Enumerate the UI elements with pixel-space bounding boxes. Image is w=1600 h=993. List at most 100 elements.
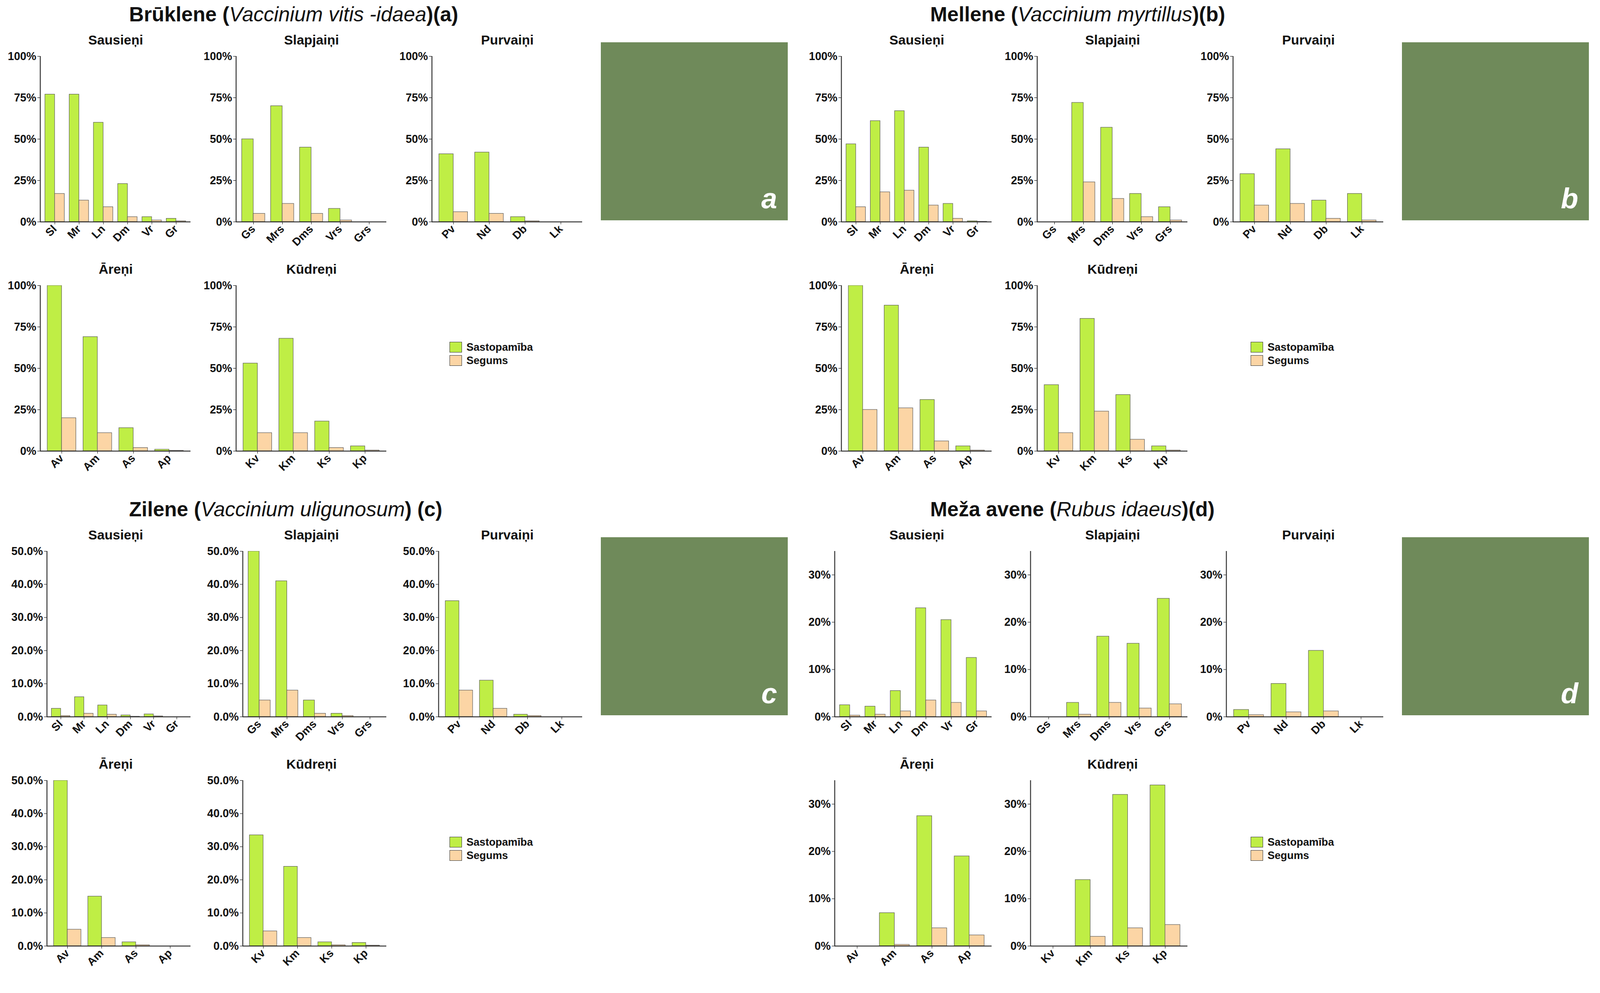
svg-text:0%: 0% [411, 215, 428, 228]
svg-text:40.0%: 40.0% [207, 806, 239, 820]
svg-text:50%: 50% [814, 132, 838, 146]
svg-text:Mr: Mr [64, 222, 84, 242]
svg-text:10.0%: 10.0% [207, 676, 239, 690]
svg-text:30%: 30% [1004, 568, 1027, 581]
svg-text:Mrs: Mrs [1064, 222, 1088, 246]
svg-text:20.0%: 20.0% [207, 644, 239, 657]
svg-text:0%: 0% [20, 444, 37, 458]
svg-text:Mrs: Mrs [263, 222, 287, 246]
svg-text:30.0%: 30.0% [403, 610, 435, 624]
svg-text:25%: 25% [13, 174, 37, 187]
svg-text:0%: 0% [1016, 215, 1033, 228]
svg-text:Db: Db [1308, 717, 1328, 737]
svg-text:50%: 50% [1206, 132, 1229, 146]
svg-text:50%: 50% [209, 361, 232, 375]
svg-text:10%: 10% [1004, 662, 1027, 676]
svg-text:0%: 0% [20, 215, 37, 228]
svg-text:Nd: Nd [1275, 222, 1295, 242]
svg-text:Vrs: Vrs [325, 717, 347, 739]
svg-text:100%: 100% [8, 279, 37, 292]
svg-text:Gr: Gr [162, 222, 181, 241]
svg-text:Db: Db [510, 222, 530, 242]
svg-text:10%: 10% [1004, 891, 1027, 905]
svg-text:Sl: Sl [837, 717, 855, 734]
svg-text:100%: 100% [8, 49, 37, 63]
svg-text:20%: 20% [808, 615, 831, 628]
svg-text:Mrs: Mrs [1060, 717, 1083, 741]
svg-text:0.0%: 0.0% [17, 939, 44, 952]
svg-text:Grs: Grs [351, 717, 374, 740]
svg-text:0.0%: 0.0% [213, 710, 239, 723]
svg-text:Dm: Dm [911, 222, 933, 244]
svg-text:Mrs: Mrs [268, 717, 292, 741]
svg-text:Km: Km [1077, 451, 1099, 474]
svg-text:As: As [917, 946, 936, 966]
svg-text:50.0%: 50.0% [207, 773, 239, 787]
svg-text:Pv: Pv [444, 717, 463, 736]
svg-text:0%: 0% [1016, 444, 1033, 458]
svg-text:75%: 75% [13, 320, 37, 333]
svg-text:40.0%: 40.0% [207, 577, 239, 591]
svg-text:Mr: Mr [860, 717, 880, 737]
svg-text:75%: 75% [209, 91, 232, 104]
svg-text:30%: 30% [808, 797, 831, 811]
svg-text:0%: 0% [1010, 939, 1027, 952]
svg-text:Dm: Dm [908, 717, 930, 739]
svg-text:75%: 75% [1010, 91, 1033, 104]
svg-text:100%: 100% [1004, 49, 1034, 63]
svg-text:20%: 20% [1004, 844, 1027, 858]
svg-text:Gs: Gs [244, 717, 264, 737]
svg-text:0%: 0% [1206, 710, 1223, 723]
svg-text:75%: 75% [1010, 320, 1033, 333]
svg-text:50.0%: 50.0% [207, 544, 239, 558]
svg-text:Ln: Ln [886, 717, 905, 736]
svg-text:As: As [121, 946, 140, 966]
svg-text:25%: 25% [814, 403, 838, 416]
svg-text:10%: 10% [808, 891, 831, 905]
svg-text:0%: 0% [215, 215, 232, 228]
svg-text:30%: 30% [1004, 797, 1027, 811]
svg-text:As: As [118, 451, 138, 471]
svg-text:25%: 25% [209, 403, 232, 416]
svg-text:50.0%: 50.0% [11, 773, 44, 787]
svg-text:30.0%: 30.0% [207, 610, 239, 624]
svg-text:Vr: Vr [940, 222, 958, 240]
svg-text:75%: 75% [13, 91, 37, 104]
svg-text:0%: 0% [814, 710, 831, 723]
svg-text:Kv: Kv [1038, 946, 1058, 966]
svg-text:Dms: Dms [1090, 222, 1117, 249]
svg-text:Av: Av [52, 946, 72, 966]
svg-text:50%: 50% [13, 132, 37, 146]
svg-text:75%: 75% [405, 91, 428, 104]
svg-text:Ln: Ln [890, 222, 909, 241]
svg-text:Av: Av [848, 451, 867, 471]
svg-text:50%: 50% [814, 361, 838, 375]
svg-text:Kp: Kp [349, 451, 369, 471]
svg-text:10%: 10% [1199, 662, 1223, 676]
svg-text:100%: 100% [203, 49, 233, 63]
svg-text:25%: 25% [1206, 174, 1229, 187]
svg-text:Ln: Ln [89, 222, 108, 241]
svg-text:Vrs: Vrs [323, 222, 345, 244]
svg-text:100%: 100% [809, 279, 838, 292]
svg-text:Kp: Kp [350, 946, 370, 966]
svg-text:0%: 0% [1212, 215, 1229, 228]
svg-text:Pv: Pv [1234, 717, 1253, 736]
svg-text:75%: 75% [1206, 91, 1229, 104]
svg-text:Mr: Mr [866, 222, 885, 242]
svg-text:Nd: Nd [473, 222, 494, 242]
svg-text:25%: 25% [209, 174, 232, 187]
svg-text:Gr: Gr [962, 717, 981, 736]
svg-text:Db: Db [1311, 222, 1331, 242]
svg-text:40.0%: 40.0% [11, 806, 44, 820]
svg-text:Ks: Ks [316, 946, 336, 966]
svg-text:Am: Am [881, 451, 903, 474]
svg-text:0%: 0% [1010, 710, 1027, 723]
svg-text:50%: 50% [1010, 361, 1033, 375]
svg-text:10%: 10% [808, 662, 831, 676]
svg-text:Gr: Gr [162, 717, 182, 736]
svg-text:Lk: Lk [547, 717, 566, 736]
svg-text:Ln: Ln [93, 717, 112, 736]
svg-text:Grs: Grs [1151, 222, 1175, 245]
svg-text:10.0%: 10.0% [207, 906, 239, 919]
